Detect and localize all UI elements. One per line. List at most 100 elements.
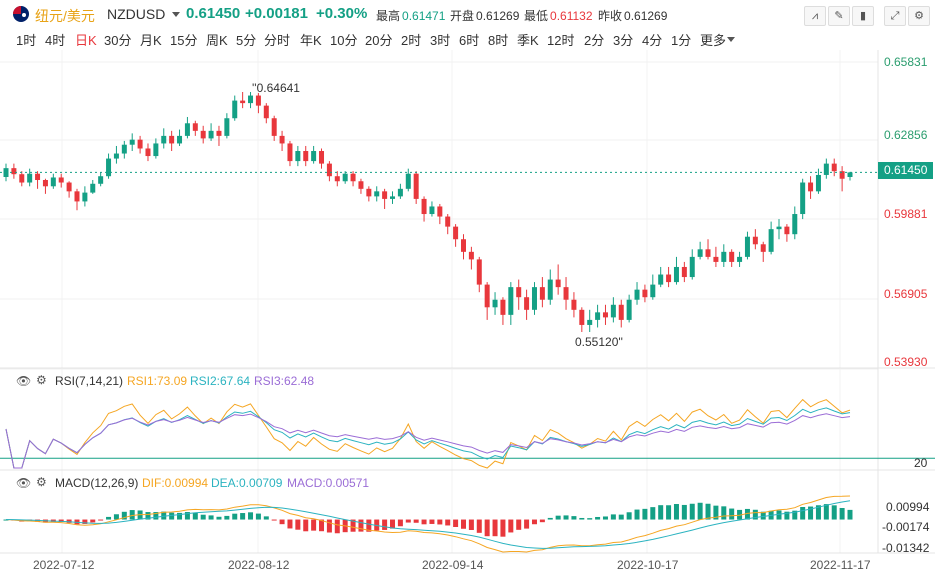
symbol-code[interactable]: NZDUSD (107, 6, 166, 22)
macd-histogram-bar (776, 510, 782, 520)
tab-more[interactable]: 更多 (700, 33, 727, 48)
candle-body (145, 148, 151, 157)
candle-body (200, 130, 206, 139)
candle-body (366, 188, 372, 197)
macd-histogram-bar (792, 510, 798, 520)
stat-high: 最高 0.61471 (376, 9, 446, 23)
tab-2m[interactable]: 2分 (584, 33, 605, 48)
tab-weekly[interactable]: 周K (206, 33, 228, 48)
tab-8h[interactable]: 8时 (488, 33, 509, 48)
macd-histogram-bar (642, 508, 648, 520)
tab-30m[interactable]: 30分 (104, 33, 132, 48)
date-axis-label: 2022-07-12 (33, 558, 95, 572)
period-tabs: 1时 4时 日K 30分 月K 15分 周K 5分 分时 年K 10分 20分 … (0, 28, 935, 48)
candle-body (547, 279, 553, 300)
macd-histogram-bar (113, 514, 119, 520)
macd-histogram-bar (106, 516, 112, 520)
candle-body (555, 279, 561, 288)
candle-body (437, 206, 443, 217)
candle-body (808, 182, 814, 192)
candle-body (35, 173, 41, 180)
more-chevron-down-icon[interactable] (727, 37, 735, 42)
macd-histogram-bar (524, 519, 530, 529)
tab-monthly[interactable]: 月K (140, 33, 162, 48)
tab-15m[interactable]: 15分 (170, 33, 198, 48)
tab-quarterly[interactable]: 季K (517, 33, 539, 48)
candle-body (129, 139, 135, 145)
macd-histogram-bar (626, 512, 632, 520)
candle-body (287, 143, 293, 162)
candle-body (405, 173, 411, 189)
macd-histogram-bar (815, 505, 821, 520)
candle-body (681, 266, 687, 278)
fullscreen-icon[interactable]: ⤢ (884, 6, 906, 26)
candle-body (784, 226, 790, 235)
tab-2h[interactable]: 2时 (401, 33, 422, 48)
macd-histogram-bar (563, 515, 569, 520)
tab-6h[interactable]: 6时 (459, 33, 480, 48)
chart-type-icon[interactable]: ⩘ (804, 6, 826, 26)
tab-3h[interactable]: 3时 (430, 33, 451, 48)
candle-body (19, 174, 25, 183)
candle-body (137, 139, 143, 149)
tab-1h[interactable]: 1时 (16, 33, 37, 48)
macd-histogram-bar (729, 508, 735, 520)
candle-body (666, 274, 672, 283)
tab-5m[interactable]: 5分 (236, 33, 257, 48)
macd-histogram-bar (618, 514, 624, 520)
candle-body (500, 299, 506, 315)
rsi3-line (5, 413, 851, 469)
candle-body (516, 287, 522, 298)
macd-histogram-bar (721, 506, 727, 520)
price-axis-label: 0.65831 (884, 55, 928, 69)
macd-visibility-icon[interactable]: 👁 (16, 476, 32, 490)
candle-body (831, 163, 837, 172)
macd-histogram-bar (831, 505, 837, 520)
tab-1m[interactable]: 1分 (671, 33, 692, 48)
macd-histogram-bar (350, 519, 356, 532)
macd-histogram-bar (437, 519, 443, 525)
macd-histogram-bar (90, 519, 96, 523)
rsi-visibility-icon[interactable]: 👁 (16, 374, 32, 388)
settings-icon[interactable]: ⚙ (908, 6, 930, 26)
macd-histogram-bar (161, 511, 167, 520)
symbol-dropdown-chevron-icon[interactable] (172, 12, 180, 17)
candle-body (729, 251, 735, 262)
candle-body (713, 256, 719, 262)
candle-body (382, 191, 388, 199)
tab-4h[interactable]: 4时 (45, 33, 66, 48)
candle-body (760, 244, 766, 252)
tab-10m[interactable]: 10分 (330, 33, 358, 48)
draw-icon[interactable]: ✎ (828, 6, 850, 26)
macd-histogram-bar (240, 513, 246, 520)
tab-3m[interactable]: 3分 (613, 33, 634, 48)
candle-body (98, 176, 104, 184)
macd-dif-line (5, 495, 851, 553)
indicator-icon[interactable]: ▮ (852, 6, 874, 26)
candle-body (492, 299, 498, 308)
candle-body (177, 135, 183, 144)
symbol-name[interactable]: 纽元/美元 (35, 8, 95, 24)
rsi-settings-icon[interactable]: ⚙ (36, 373, 47, 387)
tab-daily[interactable]: 日K (75, 33, 97, 48)
macd-histogram-bar (311, 519, 317, 531)
tab-timeshare[interactable]: 分时 (264, 33, 291, 48)
tab-20m[interactable]: 20分 (365, 33, 393, 48)
candle-body (216, 130, 222, 136)
macd-settings-icon[interactable]: ⚙ (36, 475, 47, 489)
macd-histogram-bar (334, 519, 340, 534)
macd-histogram-bar (658, 505, 664, 520)
tab-4m[interactable]: 4分 (642, 33, 663, 48)
candle-body (815, 174, 821, 192)
price-axis-label: 0.62856 (884, 128, 928, 142)
tab-yearly[interactable]: 年K (300, 33, 322, 48)
macd-histogram-bar (666, 505, 672, 520)
candle-body (642, 289, 648, 298)
candle-body (571, 299, 577, 310)
candle-body (697, 249, 703, 257)
macd-histogram-bar (421, 519, 427, 525)
candle-body (184, 123, 190, 136)
tab-12h[interactable]: 12时 (547, 33, 575, 48)
candle-body (374, 191, 380, 197)
